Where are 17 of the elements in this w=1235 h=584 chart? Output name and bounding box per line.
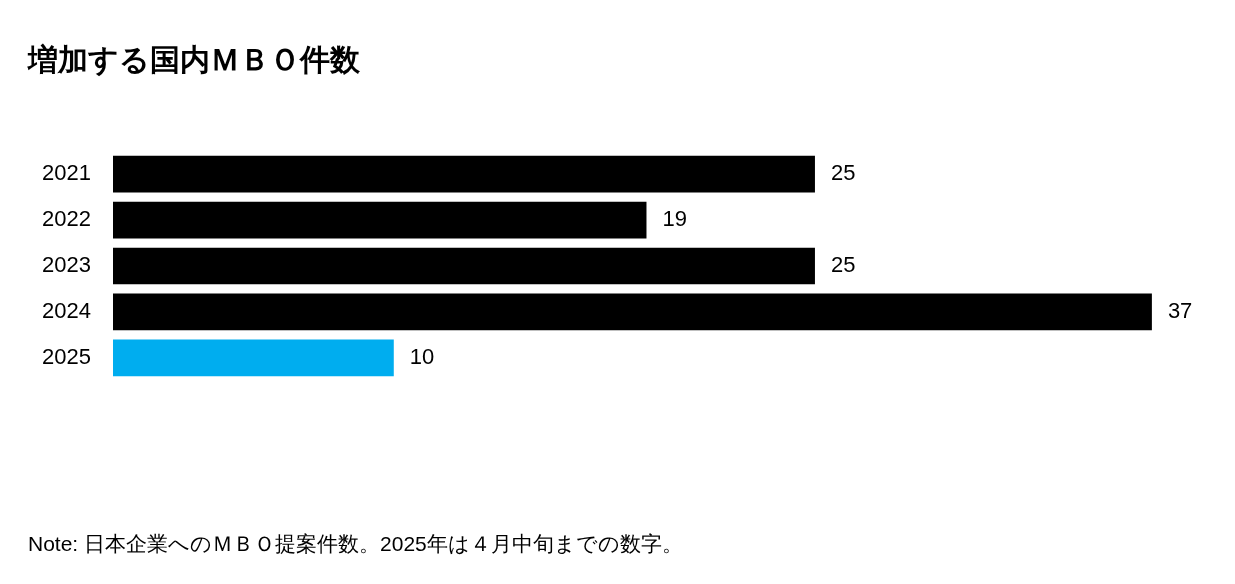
bar	[113, 339, 394, 377]
bar	[113, 247, 815, 285]
y-tick-label: 2023	[42, 252, 91, 278]
y-tick-label: 2021	[42, 160, 91, 186]
y-tick-label: 2024	[42, 297, 91, 323]
bar	[113, 201, 647, 239]
data-label: 25	[830, 160, 856, 186]
chart-title: 増加する国内ＭＢＯ件数	[28, 42, 360, 78]
data-label: 37	[1167, 297, 1193, 323]
data-label: 19	[662, 206, 687, 232]
y-tick-label: 2022	[42, 206, 91, 232]
data-label: 25	[830, 252, 856, 278]
data-label: 10	[409, 343, 435, 369]
y-tick-label: 2025	[42, 343, 91, 369]
bar	[113, 155, 815, 193]
bar	[113, 293, 1152, 331]
text: Note: 日本企業へのＭＢＯ提案件数。2025年は４月中旬までの数字。	[28, 531, 683, 557]
